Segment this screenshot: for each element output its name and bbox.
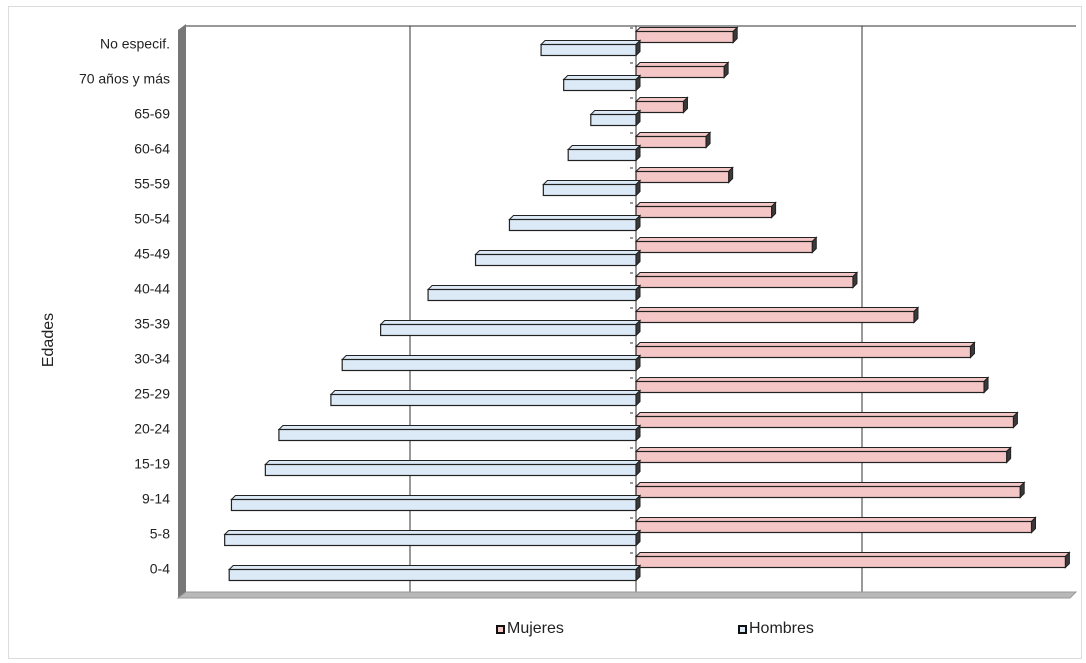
category-label: 20-24 <box>134 421 170 437</box>
bar-mujeres <box>635 65 725 79</box>
category-label: 70 años y más <box>79 71 170 87</box>
bar-top-face <box>230 495 642 500</box>
bar-top-face <box>329 390 642 395</box>
category-label: No especif. <box>100 36 170 52</box>
legend: Mujeres Hombres <box>0 620 1086 642</box>
category-label: 15-19 <box>134 456 170 472</box>
bar-hombres <box>474 253 637 267</box>
bar-top-face <box>340 355 642 360</box>
bars <box>223 26 1071 582</box>
bar-hombres <box>278 428 637 442</box>
bar-top-face <box>634 342 976 347</box>
category-label: 45-49 <box>134 246 170 262</box>
bar-hombres <box>264 463 637 477</box>
axis-floor <box>176 591 1078 599</box>
category-label: 9-14 <box>142 491 170 507</box>
bar-mujeres <box>635 520 1033 534</box>
bar-hombres <box>542 183 637 197</box>
bar-mujeres <box>635 100 685 114</box>
bar-hombres <box>563 78 637 92</box>
bar-top-face <box>474 250 642 255</box>
category-label: 40-44 <box>134 281 170 297</box>
category-label: 50-54 <box>134 211 170 227</box>
bar-hombres <box>341 358 637 372</box>
legend-swatch-mujeres <box>496 624 505 634</box>
bar-top-face <box>634 272 859 277</box>
bar-top-face <box>634 307 920 312</box>
bar-hombres <box>380 323 637 337</box>
bar-mujeres <box>635 135 707 149</box>
bar-top-face <box>634 447 1012 452</box>
bar-mujeres <box>635 485 1021 499</box>
bar-mujeres <box>635 310 915 324</box>
axes <box>176 24 1078 599</box>
bar-mujeres <box>635 450 1008 464</box>
bar-top-face <box>566 145 642 150</box>
bar-mujeres <box>635 30 734 44</box>
bar-top-face <box>379 320 642 325</box>
category-label: 30-34 <box>134 351 170 367</box>
bar-top-face <box>542 180 642 185</box>
bar-top-face <box>426 285 642 290</box>
legend-label-hombres: Hombres <box>749 620 814 637</box>
bar-hombres <box>330 393 637 407</box>
category-label: 65-69 <box>134 106 170 122</box>
legend-label-mujeres: Mujeres <box>507 620 564 637</box>
bar-hombres <box>590 113 637 127</box>
bar-top-face <box>634 167 734 172</box>
bar-top-face <box>634 27 739 32</box>
bar-mujeres <box>635 240 813 254</box>
bar-top-face <box>634 237 818 242</box>
category-label: 55-59 <box>134 176 170 192</box>
bar-mujeres <box>635 380 985 394</box>
bar-hombres <box>508 218 637 232</box>
bar-top-face <box>634 377 990 382</box>
axis-wall-left <box>178 24 186 598</box>
bar-hombres <box>230 498 637 512</box>
legend-item-mujeres: Mujeres <box>496 620 564 638</box>
bar-top-face <box>634 202 777 207</box>
bar-mujeres <box>635 275 854 289</box>
bar-top-face <box>264 460 642 465</box>
category-label: 35-39 <box>134 316 170 332</box>
category-label: 60-64 <box>134 141 170 157</box>
legend-swatch-hombres <box>738 624 747 634</box>
bar-top-face <box>277 425 642 430</box>
bar-hombres <box>540 43 637 57</box>
bar-top-face <box>508 215 642 220</box>
y-axis-title: Edades <box>40 312 57 368</box>
bar-hombres <box>567 148 637 162</box>
bar-hombres <box>228 568 637 582</box>
bar-hombres <box>427 288 637 302</box>
bar-mujeres <box>635 205 773 219</box>
bar-mujeres <box>635 345 972 359</box>
category-label: 0-4 <box>150 561 170 577</box>
category-label: 25-29 <box>134 386 170 402</box>
bar-mujeres <box>635 415 1015 429</box>
bar-mujeres <box>635 170 730 184</box>
bar-top-face <box>634 132 712 137</box>
legend-item-hombres: Hombres <box>738 620 814 638</box>
bar-hombres <box>224 533 637 547</box>
bar-top-face <box>634 482 1026 487</box>
category-labels: 0-4 5-8 9-14 15-19 20-24 25-29 30-34 35-39 40-44… <box>79 36 170 577</box>
bar-top-face <box>634 412 1019 417</box>
category-label: 5-8 <box>150 526 170 542</box>
bar-mujeres <box>635 555 1066 569</box>
